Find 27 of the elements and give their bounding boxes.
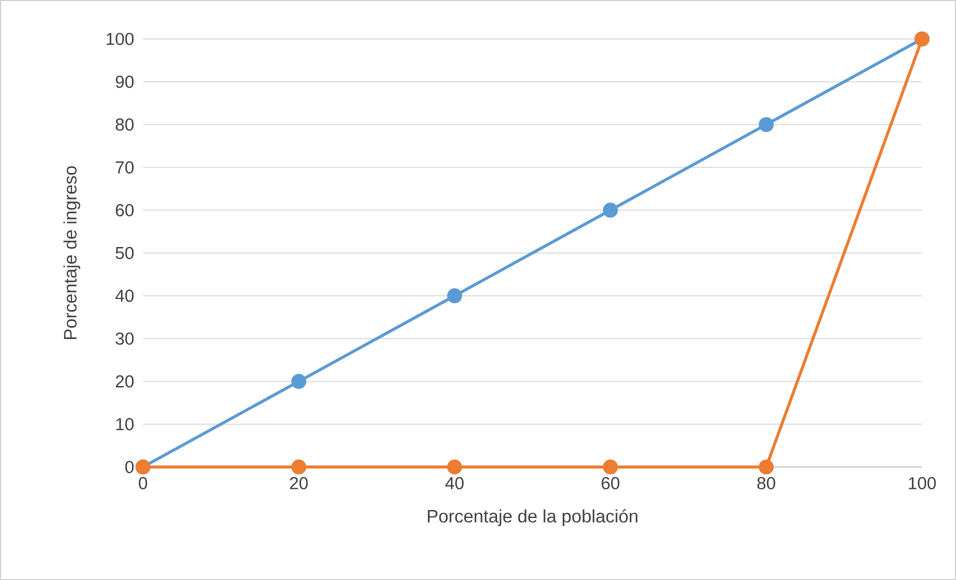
y-tick-label: 100 bbox=[106, 32, 134, 46]
y-tick-label: 30 bbox=[116, 332, 134, 345]
y-tick-label: 40 bbox=[115, 290, 134, 302]
x-tick-label: 80 bbox=[757, 477, 776, 490]
y-tick-label: 20 bbox=[116, 375, 134, 388]
point bbox=[291, 374, 306, 389]
x-tick-label: 100 bbox=[908, 477, 936, 490]
y-axis-title: Porcentaje de ingreso bbox=[63, 166, 80, 340]
point bbox=[291, 460, 306, 475]
y-tick-label: 90 bbox=[116, 76, 134, 88]
point bbox=[447, 460, 462, 475]
y-tick-label: 60 bbox=[116, 204, 134, 216]
x-tick-label: 40 bbox=[445, 477, 464, 490]
x-axis-title: Porcentaje de la población bbox=[428, 509, 638, 526]
point bbox=[602, 460, 618, 475]
x-tick-label: 60 bbox=[602, 477, 620, 490]
y-tick-label: 50 bbox=[116, 246, 134, 260]
y-tick-label: 0 bbox=[125, 460, 134, 474]
y-tick-label: 80 bbox=[116, 118, 134, 131]
point bbox=[758, 460, 774, 475]
point bbox=[758, 117, 774, 132]
y-tick-label: 70 bbox=[116, 161, 134, 174]
x-tick-label: 20 bbox=[290, 477, 308, 490]
point bbox=[602, 202, 618, 218]
x-tick-label: 0 bbox=[138, 477, 148, 490]
y-tick-label: 10 bbox=[116, 418, 134, 430]
point bbox=[447, 288, 462, 304]
